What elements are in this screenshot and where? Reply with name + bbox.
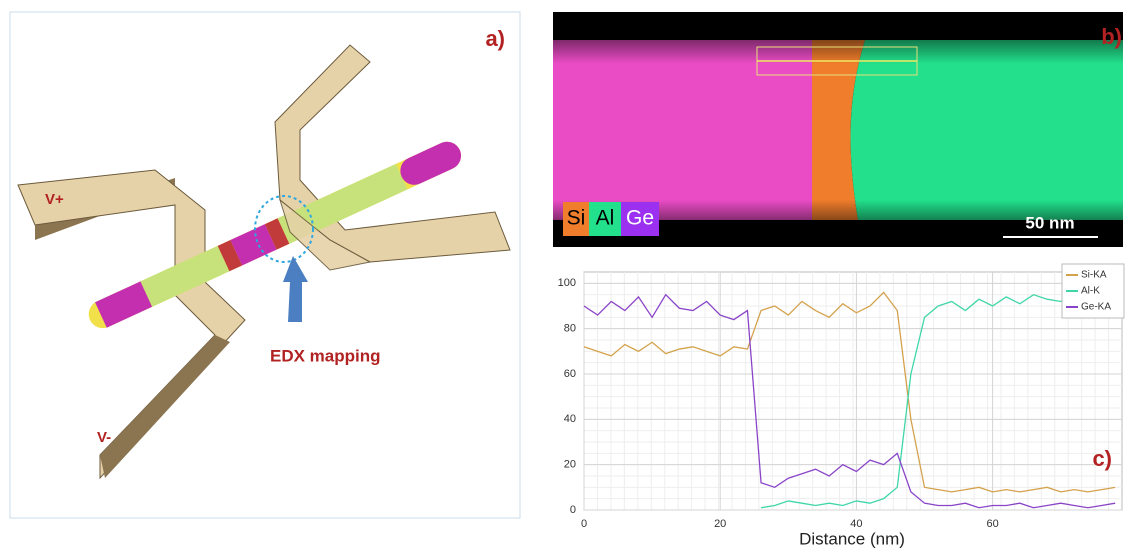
panel-a-frame [10, 12, 520, 518]
legend-label: Al-K [1081, 286, 1100, 297]
y-tick-label: 20 [564, 459, 576, 471]
element-label: Ge [626, 207, 654, 230]
panel-label: b) [1101, 24, 1122, 49]
x-axis-title: Distance (nm) [799, 529, 905, 548]
y-tick-label: 40 [564, 413, 576, 425]
panel-label: c) [1092, 446, 1112, 471]
y-tick-label: 60 [564, 368, 576, 380]
scale-label: 50 nm [1025, 213, 1074, 232]
x-tick-label: 20 [714, 518, 726, 530]
terminal-label: V- [97, 429, 111, 446]
element-label: Si [567, 207, 586, 230]
y-tick-label: 100 [558, 277, 576, 289]
panel-label: a) [485, 26, 505, 51]
legend-label: Si-KA [1081, 270, 1107, 281]
x-tick-label: 40 [850, 518, 862, 530]
y-tick-label: 0 [570, 504, 576, 516]
element-label: Al [596, 207, 615, 230]
figure: a) V+ V- EDX mapping b) Si Al Ge 50 nm 0… [0, 0, 1129, 550]
x-tick-label: 60 [986, 518, 998, 530]
annotation: EDX mapping [270, 346, 381, 365]
x-tick-label: 0 [581, 518, 587, 530]
terminal-label: V+ [45, 191, 64, 208]
legend-label: Ge-KA [1081, 302, 1111, 313]
y-tick-label: 80 [564, 323, 576, 335]
line-chart: 0 20 40 60 80 100 0 20 40 60 Si-KA Al-K Ge-KA [558, 264, 1124, 530]
